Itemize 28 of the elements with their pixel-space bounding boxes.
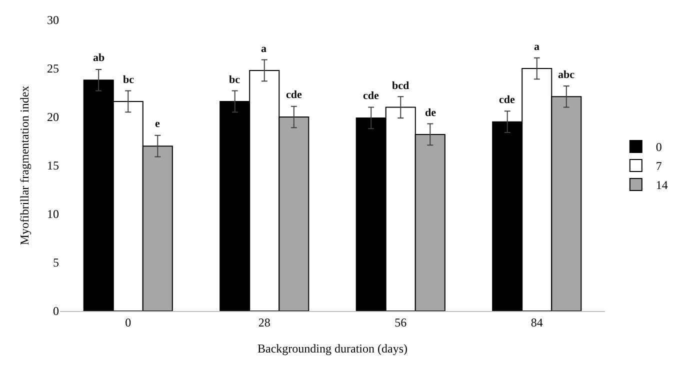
data-label: a [261,43,267,55]
legend-label: 14 [656,178,668,192]
data-label: de [425,107,436,119]
x-tick-label: 28 [258,315,270,330]
y-tick-label: 20 [47,110,59,124]
y-tick-label: 5 [53,256,59,270]
data-label: a [534,41,540,53]
data-label: cde [363,90,379,102]
y-axis-title: Myofibrillar fragmentation index [17,86,32,246]
data-label: bcd [392,80,410,92]
data-label: bc [229,74,240,86]
x-tick-label: 0 [125,315,132,330]
y-tick-label: 10 [47,207,59,222]
data-label: bc [123,74,134,86]
legend-label: 7 [656,159,662,174]
data-label: ab [93,52,105,64]
data-label: cde [499,94,515,106]
y-tick-label: 0 [53,304,59,318]
data-label: e [155,118,160,130]
y-tick-label: 15 [47,158,59,173]
data-label: cde [286,89,302,101]
data-label: abc [558,69,575,81]
x-tick-label: 84 [530,315,543,330]
x-tick-label: 56 [394,315,407,330]
legend-label: 0 [656,140,662,154]
y-tick-label: 25 [47,62,59,76]
x-axis-title: Backgrounding duration (days) [258,341,408,356]
y-tick-label: 30 [47,13,59,28]
